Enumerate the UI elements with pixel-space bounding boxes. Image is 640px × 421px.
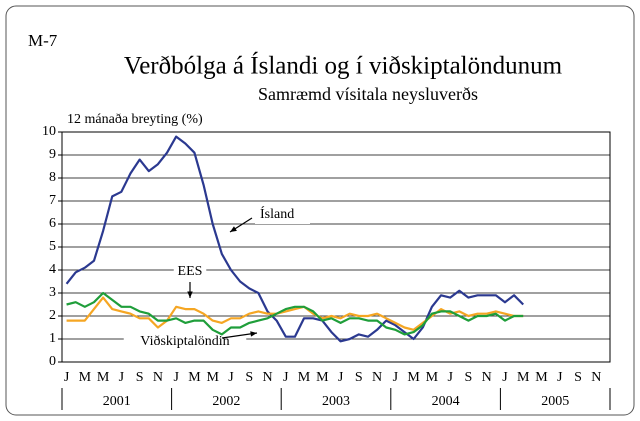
x-tick-label: J: [338, 370, 344, 385]
x-tick-label: M: [517, 370, 530, 385]
y-tick-label: 7: [49, 193, 56, 208]
year-label: 2001: [103, 394, 131, 409]
label-background: [123, 333, 247, 351]
chart-subtitle: Samræmd vísitala neysluverðs: [258, 84, 478, 104]
y-tick-label: 4: [49, 262, 56, 277]
x-tick-label: M: [79, 370, 92, 385]
arrow-head: [187, 291, 193, 298]
y-tick-label: 0: [49, 354, 56, 369]
x-tick-label: S: [574, 370, 582, 385]
y-tick-label: 6: [49, 216, 56, 231]
series-line: [66, 291, 524, 336]
year-label: 2005: [541, 394, 569, 409]
x-tick-label: M: [426, 370, 439, 385]
arrow-head: [250, 331, 257, 337]
chart-title: Verðbólga á Íslandi og í viðskiptalöndun…: [124, 52, 563, 80]
y-tick-label: 1: [49, 331, 56, 346]
label-background: [255, 206, 310, 224]
x-tick-label: M: [298, 370, 311, 385]
x-tick-label: J: [119, 370, 125, 385]
year-label: 2003: [322, 394, 350, 409]
y-tick-label: 8: [49, 170, 56, 185]
series-label: EES: [178, 264, 203, 279]
year-label: 2004: [432, 394, 460, 409]
x-tick-label: S: [136, 370, 144, 385]
x-tick-label: J: [447, 370, 453, 385]
x-tick-label: S: [465, 370, 473, 385]
label-background: [173, 263, 207, 281]
y-tick-label: 5: [49, 239, 56, 254]
x-tick-label: S: [355, 370, 363, 385]
year-label: 2002: [212, 394, 240, 409]
x-tick-label: M: [97, 370, 110, 385]
x-tick-label: M: [206, 370, 219, 385]
x-tick-label: N: [591, 370, 601, 385]
x-tick-label: M: [535, 370, 548, 385]
y-tick-label: 3: [49, 285, 56, 300]
x-tick-label: J: [64, 370, 70, 385]
x-tick-label: J: [557, 370, 563, 385]
x-tick-label: J: [393, 370, 399, 385]
series-line: [65, 135, 525, 343]
x-tick-label: N: [262, 370, 272, 385]
y-tick-label: 2: [49, 308, 56, 323]
x-tick-label: M: [316, 370, 329, 385]
x-tick-label: M: [407, 370, 420, 385]
figure-id: M-7: [28, 31, 58, 50]
arrow-head: [230, 226, 237, 232]
series-label: Ísland: [260, 205, 294, 222]
x-tick-label: J: [173, 370, 179, 385]
x-tick-label: J: [228, 370, 234, 385]
y-axis-label: 12 mánaða breyting (%): [67, 112, 203, 127]
x-tick-label: N: [153, 370, 163, 385]
series-label: Viðskiptalöndin: [140, 334, 229, 349]
x-tick-label: M: [188, 370, 201, 385]
x-tick-label: N: [372, 370, 382, 385]
x-tick-label: S: [245, 370, 253, 385]
x-tick-label: N: [482, 370, 492, 385]
x-tick-label: J: [283, 370, 289, 385]
y-tick-label: 10: [42, 124, 56, 139]
x-tick-label: J: [502, 370, 508, 385]
y-tick-label: 9: [49, 147, 56, 162]
